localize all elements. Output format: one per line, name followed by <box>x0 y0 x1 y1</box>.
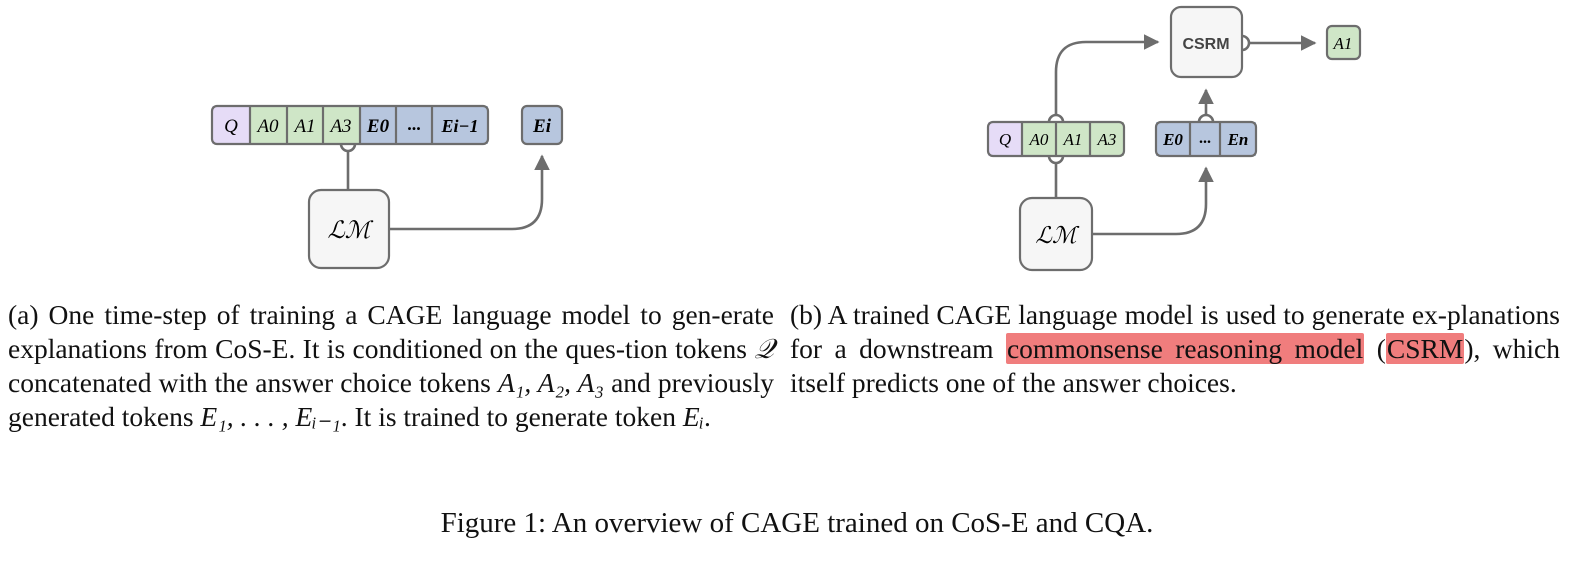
panel-a-lm-label: ℒℳ <box>328 218 374 244</box>
panel-a-token-a1: A1 <box>292 116 315 137</box>
panel-a-token-a3: A3 <box>328 116 351 137</box>
caption-b-highlight-csrm-abbrev: CSRM <box>1385 333 1465 364</box>
caption-a-text-3: and previously generated tokens <box>8 367 774 432</box>
caption-a-math-ei: Eᵢ <box>682 401 705 432</box>
caption-a-text-1: (a) One time-step of training a CAGE lan… <box>8 299 774 364</box>
panel-a-output-arrow <box>389 154 550 231</box>
panel-b-token-a0: A0 <box>1029 130 1049 149</box>
panel-b-explanation-strip: E0 ... En <box>1154 120 1258 158</box>
panel-b-token-en: En <box>1227 130 1249 149</box>
caption-a-math-answers: A₁, A₂, A₃ <box>497 367 604 398</box>
caption-panel-a: (a) One time-step of training a CAGE lan… <box>8 298 774 434</box>
caption-a-text-2: concatenated with the answer choice toke… <box>8 367 498 398</box>
panel-b-output-token-box <box>1325 24 1362 61</box>
panel-a-token-ei-minus-1: Ei−1 <box>441 116 479 136</box>
panel-b-diagram: Q A0 A1 A3 E0 ... En CSRM A1 ℒℳ <box>986 5 1362 272</box>
panel-b-lm-input-connector <box>1047 155 1065 198</box>
panel-b-answer-strip: Q A0 A1 A3 <box>986 120 1126 158</box>
panel-b-csrm-to-output-arrow <box>1241 34 1317 52</box>
caption-b-text-2: ( <box>1364 333 1386 364</box>
caption-b-text-1: (b) A trained CAGE language model is use… <box>790 299 1560 364</box>
panel-a-token-q: Q <box>224 116 238 137</box>
diagram-canvas: Q A0 A1 A3 E0 ... Ei−1 Ei ℒℳ <box>210 5 1362 272</box>
caption-b-text-3: ), which itself predicts one of the answ… <box>790 333 1560 398</box>
panel-b-answers-to-csrm-arrow <box>1047 34 1160 123</box>
panel-b-explanations-to-csrm-arrow <box>1197 88 1215 123</box>
panel-a-output-token-box <box>520 104 564 146</box>
panel-a-token-a0: A0 <box>255 116 279 137</box>
panel-b-token-a3: A3 <box>1097 130 1117 149</box>
panel-b-token-a1: A1 <box>1063 130 1083 149</box>
panel-b-lm-to-explanations-arrow <box>1092 166 1214 236</box>
caption-a-text-4: . It is trained to generate token <box>340 401 683 432</box>
panel-b-csrm-label: CSRM <box>1182 36 1229 53</box>
panel-b-lm-label: ℒℳ <box>1035 223 1080 248</box>
caption-a-math-prev-tokens: E₁, . . . , Eᵢ₋₁ <box>200 401 341 432</box>
panel-b-token-e0: E0 <box>1162 130 1183 149</box>
panel-a-diagram: Q A0 A1 A3 E0 ... Ei−1 Ei ℒℳ <box>210 104 564 270</box>
caption-a-math-q: 𝒬 <box>754 333 774 364</box>
panel-a-token-strip: Q A0 A1 A3 E0 ... Ei−1 <box>210 104 490 146</box>
panel-a-input-connector <box>339 143 357 190</box>
panel-a-token-e0: E0 <box>366 116 390 137</box>
panel-b-output-token: A1 <box>1333 34 1353 53</box>
panel-b-token-ellipsis: ... <box>1199 130 1211 147</box>
panel-b-token-q: Q <box>999 130 1011 149</box>
panel-b-csrm-box <box>1169 5 1244 79</box>
figure-caption: Figure 1: An overview of CAGE trained on… <box>440 507 1154 539</box>
panel-a-token-ellipsis: ... <box>407 114 421 134</box>
caption-a-text-5: . <box>704 401 711 432</box>
caption-panel-b: (b) A trained CAGE language model is use… <box>790 298 1560 400</box>
panel-a-output-token: Ei <box>532 116 552 137</box>
caption-b-highlight-csrm-full: commonsense reasoning model <box>1005 333 1365 364</box>
